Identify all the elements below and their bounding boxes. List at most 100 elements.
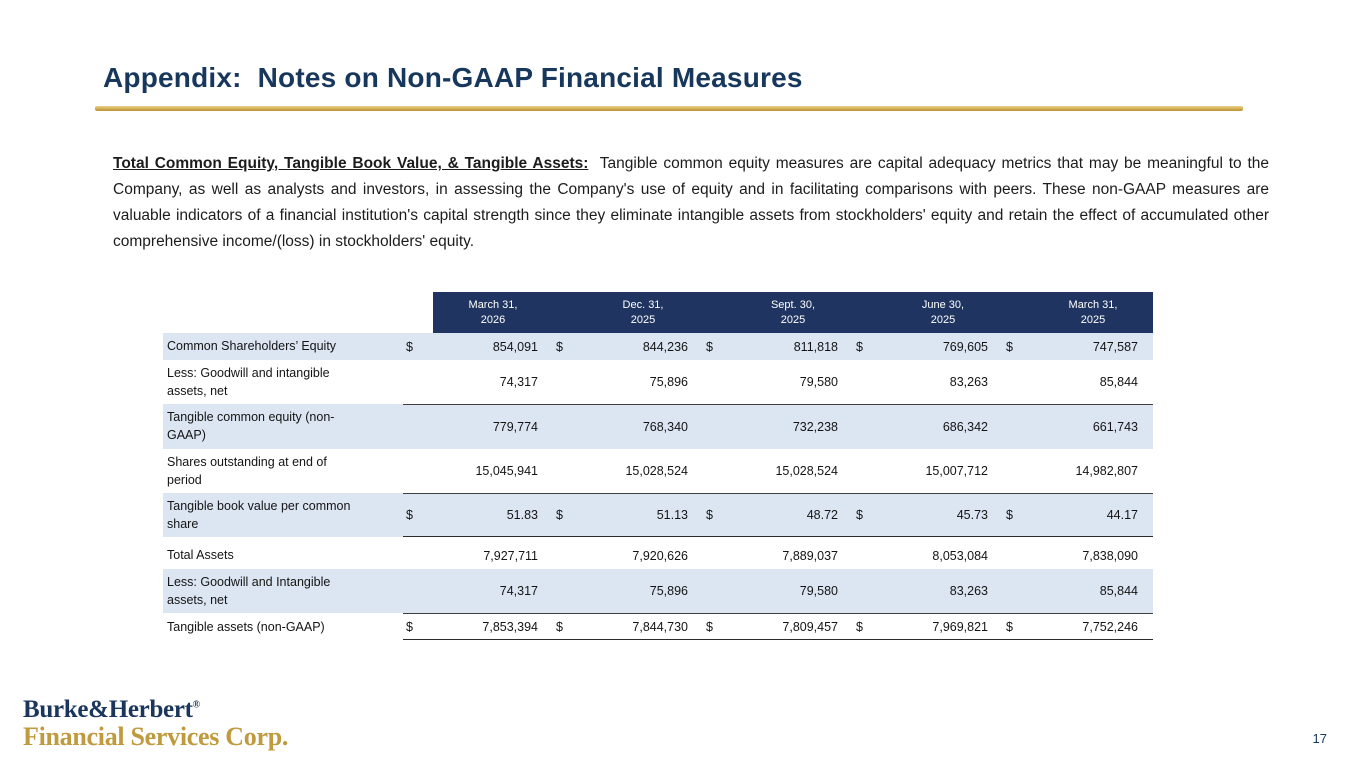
cell-value: 51.13 <box>583 492 703 537</box>
currency-symbol <box>853 542 883 569</box>
cell-value: 79,580 <box>733 569 853 614</box>
cell-value: 661,743 <box>1033 404 1153 449</box>
currency-symbol <box>853 449 883 493</box>
cell-value: 7,853,394 <box>433 613 553 641</box>
currency-symbol: $ <box>853 333 883 360</box>
paragraph-body: Tangible common equity measures are capi… <box>113 155 1270 250</box>
header-filler <box>1003 292 1033 333</box>
cell-value: 85,844 <box>1099 375 1138 390</box>
currency-symbol <box>853 404 883 449</box>
cell-value: 768,340 <box>583 404 703 449</box>
cell-value: 83,263 <box>883 569 1003 614</box>
currency-symbol <box>1003 449 1033 493</box>
currency-symbol: $ <box>853 492 883 537</box>
cell-value: 844,236 <box>583 333 703 360</box>
currency-symbol <box>553 360 583 404</box>
title-underline-rule <box>95 106 1243 111</box>
currency-symbol: $ <box>1003 333 1033 360</box>
currency-symbol <box>703 449 733 493</box>
currency-symbol: $ <box>703 492 733 537</box>
table-header-row: March 31, 2026 Dec. 31, 2025 Sept. 30, 2… <box>163 292 1153 333</box>
column-header-year: 2025 <box>1080 313 1106 326</box>
column-header-2: Dec. 31, 2025 <box>583 292 703 333</box>
cell-value: 8,053,084 <box>932 548 988 563</box>
cell-value: 15,007,712 <box>925 463 988 478</box>
cell-value: 85,844 <box>1033 569 1153 614</box>
currency-symbol: $ <box>703 613 733 641</box>
currency-symbol <box>853 569 883 614</box>
currency-symbol <box>703 542 733 569</box>
currency-symbol: $ <box>553 333 583 360</box>
cell-value: 45.73 <box>883 492 1003 537</box>
currency-symbol <box>403 404 433 449</box>
table-row: Tangible common equity (non- GAAP) 779,77… <box>163 404 1153 449</box>
column-header-date: Sept. 30, <box>770 298 816 311</box>
column-header-year: 2025 <box>780 313 806 326</box>
currency-symbol: $ <box>403 333 433 360</box>
cell-value: 747,587 <box>1033 333 1153 360</box>
currency-symbol: $ <box>553 613 583 641</box>
cell-value: 74,317 <box>433 569 553 614</box>
column-header-year: 2025 <box>930 313 956 326</box>
currency-symbol <box>403 449 433 493</box>
table-row: Tangible assets (non-GAAP) $7,853,394 $7,8… <box>163 613 1153 641</box>
row-label: Total Assets <box>167 548 234 563</box>
cell-value: 75,896 <box>583 569 703 614</box>
row-label: Shares outstanding at end of period <box>167 454 327 487</box>
currency-symbol <box>553 404 583 449</box>
column-header-date: March 31, <box>1068 298 1118 311</box>
cell-value: 51.83 <box>433 492 553 537</box>
currency-symbol: $ <box>1003 613 1033 641</box>
body-paragraph: Total Common Equity, Tangible Book Value… <box>113 151 1269 255</box>
registered-trademark-icon: ® <box>192 699 200 711</box>
column-header-3: Sept. 30, 2025 <box>733 292 853 333</box>
table-body: Common Shareholders’ Equity $854,091 $844,… <box>163 333 1153 641</box>
row-label: Less: Goodwill and intangible assets, ne… <box>167 366 330 399</box>
cell-value: 779,774 <box>433 404 553 449</box>
row-label: Tangible assets (non-GAAP) <box>167 619 325 634</box>
logo-name-text: Burke&Herbert <box>23 696 193 723</box>
currency-symbol <box>553 449 583 493</box>
cell-value: 7,927,711 <box>483 548 538 563</box>
currency-symbol <box>403 569 433 614</box>
column-header-5: March 31, 2025 <box>1033 292 1153 333</box>
cell-value: 811,818 <box>733 333 853 360</box>
cell-value: 732,238 <box>733 404 853 449</box>
table-row: Less: Goodwill and Intangible assets, ne… <box>163 569 1153 614</box>
table-row: Tangible book value per common share $51.… <box>163 492 1153 537</box>
cell-value: 7,752,246 <box>1033 613 1153 641</box>
table-row: Shares outstanding at end of period 15,04… <box>163 449 1153 493</box>
cell-value: 854,091 <box>433 333 553 360</box>
currency-symbol <box>553 542 583 569</box>
table-row: Common Shareholders’ Equity $854,091 $844,… <box>163 333 1153 360</box>
cell-value: 7,969,821 <box>883 613 1003 641</box>
paragraph-lead: Total Common Equity, Tangible Book Value… <box>113 155 589 172</box>
financial-table: March 31, 2026 Dec. 31, 2025 Sept. 30, 2… <box>163 292 1153 641</box>
currency-symbol <box>1003 569 1033 614</box>
currency-symbol <box>1003 404 1033 449</box>
currency-symbol: $ <box>1003 492 1033 537</box>
column-header-date: March 31, <box>468 298 518 311</box>
cell-value: 7,838,090 <box>1082 548 1138 563</box>
logo-subtitle: Financial Services Corp. <box>23 722 289 752</box>
currency-symbol <box>703 360 733 404</box>
cell-value: 686,342 <box>883 404 1003 449</box>
cell-value: 7,889,037 <box>782 548 838 563</box>
row-label: Common Shareholders’ Equity <box>163 333 403 360</box>
cell-value: 15,028,524 <box>625 463 688 478</box>
currency-symbol <box>703 569 733 614</box>
header-filler <box>853 292 883 333</box>
cell-value: 7,920,626 <box>632 548 688 563</box>
header-filler <box>553 292 583 333</box>
column-header-year: 2025 <box>630 313 656 326</box>
cell-value: 7,844,730 <box>583 613 703 641</box>
column-header-date: Dec. 31, <box>622 298 664 311</box>
currency-symbol: $ <box>553 492 583 537</box>
column-header-date: June 30, <box>921 298 965 311</box>
currency-symbol: $ <box>853 613 883 641</box>
table-row: Less: Goodwill and intangible assets, ne… <box>163 360 1153 404</box>
currency-symbol <box>403 360 433 404</box>
currency-symbol: $ <box>403 492 433 537</box>
logo-company-name: Burke&Herbert® <box>23 696 288 723</box>
